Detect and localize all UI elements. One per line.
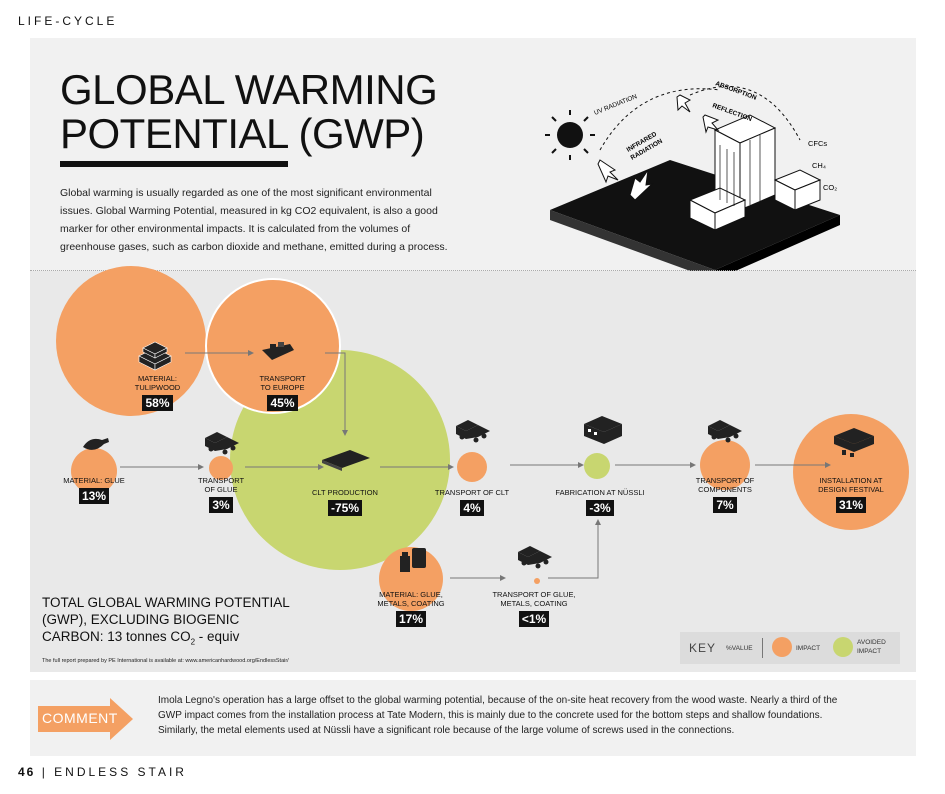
key-avoided-label-2: IMPACT: [857, 648, 882, 655]
key-title: KEY: [689, 641, 717, 655]
total-line-2: (GWP), EXCLUDING BIOGENIC: [42, 612, 240, 627]
node-transport-europe: TRANSPORT TO EUROPE 45%: [235, 374, 330, 412]
glue-metals-coating-icon: [400, 548, 426, 572]
total-subscript: 2: [190, 637, 196, 647]
node-transport-glue: TRANSPORT OF GLUE 3%: [176, 476, 266, 514]
comment-panel: [30, 680, 916, 756]
transport-glue-metals-circle: [534, 578, 540, 584]
glue-circle: [71, 448, 117, 494]
transport-glue-circle: [209, 456, 233, 480]
cfcs-label: CFCs: [808, 139, 827, 148]
total-suffix: - equiv: [195, 629, 240, 644]
key-avoided-swatch: [833, 637, 853, 657]
legend-key: KEY %VALUE IMPACT AVOIDED IMPACT: [680, 632, 900, 664]
node-label: MATERIAL: GLUE,: [379, 590, 443, 599]
node-value: 17%: [395, 611, 427, 627]
glue-metals-circle: [379, 547, 443, 611]
fabrication-circle: [584, 453, 610, 479]
key-value-label: %VALUE: [726, 645, 753, 652]
total-gwp: TOTAL GLOBAL WARMING POTENTIAL (GWP), EX…: [42, 594, 332, 651]
ship-icon: [262, 342, 294, 360]
page-title: GLOBAL WARMING POTENTIAL (GWP): [60, 68, 480, 156]
title-line-2: POTENTIAL (GWP): [60, 110, 425, 157]
tulipwood-circle: [56, 266, 206, 416]
node-glue-metals: MATERIAL: GLUE, METALS, COATING 17%: [362, 590, 460, 628]
key-scale-bar: [762, 638, 763, 658]
node-value: -3%: [586, 500, 614, 516]
greenhouse-illustration: UV RADIATION INFRARED RADIATION ABSORPTI…: [545, 80, 840, 280]
node-label: COMPONENTS: [698, 485, 752, 494]
total-value: 13 tonnes CO: [107, 629, 191, 644]
transport-components-circle: [700, 440, 750, 490]
node-value: 4%: [460, 500, 484, 516]
title-rule: [60, 161, 288, 167]
ch4-label: CH₄: [812, 161, 826, 170]
building-site-icon: [834, 428, 874, 457]
node-transport-components: TRANSPORT OF COMPONENTS 7%: [675, 476, 775, 514]
node-label: DESIGN FESTIVAL: [818, 485, 884, 494]
title-line-1: GLOBAL WARMING: [60, 66, 438, 113]
node-value: 45%: [267, 395, 298, 411]
node-transport-glue-metals: TRANSPORT OF GLUE, METALS, COATING <1%: [478, 590, 590, 628]
node-label: METALS, COATING: [500, 599, 568, 608]
node-label: METALS, COATING: [377, 599, 445, 608]
intro-paragraph: Global warming is usually regarded as on…: [60, 187, 448, 253]
truck-icon-components: [708, 420, 742, 443]
node-label: CLT PRODUCTION: [312, 488, 378, 497]
transport-clt-circle: [457, 452, 487, 482]
node-label: TRANSPORT OF GLUE,: [492, 590, 576, 599]
glue-bottle-icon: [83, 438, 109, 450]
total-line-1: TOTAL GLOBAL WARMING POTENTIAL: [42, 595, 290, 610]
node-transport-clt: TRANSPORT OF CLT 4%: [422, 488, 522, 517]
sun-icon: [557, 122, 583, 148]
node-label: MATERIAL:: [137, 374, 178, 383]
key-impact-label: IMPACT: [796, 645, 821, 652]
node-glue: MATERIAL: GLUE 13%: [44, 476, 144, 505]
node-tulipwood: MATERIAL: TULIPWOOD 58%: [110, 374, 205, 412]
key-impact-swatch: [772, 637, 792, 657]
node-label: TULIPWOOD: [134, 383, 181, 392]
footer-separator: |: [41, 765, 48, 779]
node-label: TRANSPORT OF: [695, 476, 755, 485]
footer: 46 | ENDLESS STAIR: [18, 765, 187, 779]
truck-icon-clt: [456, 420, 490, 443]
node-label: OF GLUE: [204, 485, 238, 494]
total-prefix: CARBON:: [42, 629, 104, 644]
co2-label: CO₂: [823, 183, 837, 192]
node-label: TRANSPORT OF CLT: [434, 488, 510, 497]
comment-label: COMMENT: [42, 710, 118, 726]
truck-icon-glue-metals: [518, 546, 552, 569]
divider: [30, 270, 916, 271]
node-value: 58%: [142, 395, 173, 411]
node-value: -75%: [327, 500, 362, 516]
comment-text: Imola Legno's operation has a large offs…: [158, 695, 838, 736]
node-value: 31%: [835, 497, 867, 513]
truck-icon-glue: [205, 432, 239, 455]
comment-arrow: [38, 698, 133, 740]
footer-title: ENDLESS STAIR: [54, 765, 187, 779]
node-value: <1%: [518, 611, 550, 627]
node-installation: INSTALLATION AT DESIGN FESTIVAL 31%: [800, 476, 902, 514]
node-label: TRANSPORT: [197, 476, 245, 485]
node-label: TRANSPORT: [259, 374, 306, 383]
node-value: 7%: [713, 497, 737, 513]
section-label: LIFE-CYCLE: [18, 14, 118, 28]
clt-panel-icon: [322, 450, 370, 471]
key-avoided-label-1: AVOIDED: [857, 639, 886, 646]
total-line-3: CARBON: 13 tonnes CO2 - equiv: [42, 628, 332, 651]
node-label: MATERIAL: GLUE: [63, 476, 125, 485]
uv-radiation-label: UV RADIATION: [593, 93, 638, 117]
node-clt-production: CLT PRODUCTION -75%: [295, 488, 395, 517]
page-number: 46: [18, 765, 36, 779]
node-fabrication: FABRICATION AT NÜSSLI -3%: [545, 488, 655, 517]
node-value: 3%: [209, 497, 233, 513]
node-label: INSTALLATION AT: [819, 476, 883, 485]
lumber-stack-icon: [138, 341, 172, 371]
factory-icon: [584, 416, 622, 444]
report-note: The full report prepared by PE Internati…: [42, 658, 289, 664]
node-value: 13%: [78, 488, 110, 504]
node-label: FABRICATION AT NÜSSLI: [555, 488, 645, 497]
node-label: TO EUROPE: [260, 383, 305, 392]
